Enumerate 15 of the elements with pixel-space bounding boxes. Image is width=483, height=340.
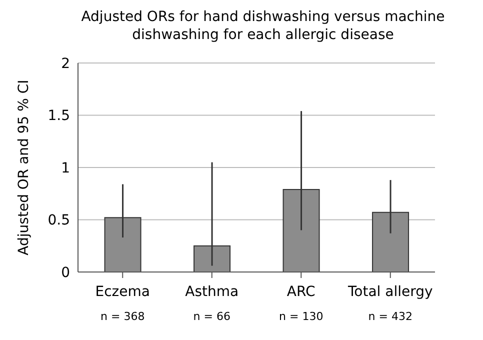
y-tick-label: 0	[61, 264, 70, 281]
text: n = 66	[193, 310, 230, 323]
text: n = 432	[368, 310, 412, 323]
y-axis-title: Adjusted OR and 95 % CI	[16, 80, 32, 256]
y-tick-label: 0.5	[48, 212, 70, 229]
x-tick-label: ARC	[286, 284, 316, 300]
y-tick-label: 1	[61, 160, 70, 176]
y-tick-label: 2	[61, 56, 70, 72]
x-tick-label: Total allergy	[346, 284, 433, 300]
text: n = 130	[279, 310, 324, 323]
text: n = 368	[100, 310, 145, 323]
chart-title: Adjusted ORs for hand dishwashing versus machine dishwashing for each allergic disease	[80, 8, 446, 44]
x-tick-label: Asthma	[185, 284, 239, 300]
y-tick-label: 1.5	[48, 108, 70, 124]
x-tick-label: Eczema	[95, 284, 150, 300]
